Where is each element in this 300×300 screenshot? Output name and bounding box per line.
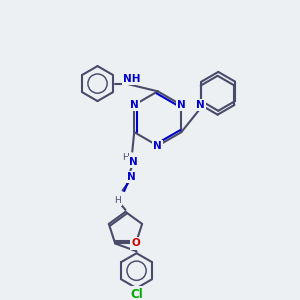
Text: H: H	[122, 153, 129, 162]
Text: O: O	[131, 238, 140, 248]
Text: N: N	[153, 141, 162, 151]
Text: H: H	[114, 196, 121, 205]
Text: N: N	[127, 172, 136, 182]
Text: N: N	[130, 100, 139, 110]
Text: N: N	[177, 100, 186, 110]
Text: N: N	[129, 157, 138, 167]
Text: N: N	[196, 100, 205, 110]
Text: NH: NH	[123, 74, 140, 84]
Text: Cl: Cl	[130, 287, 143, 300]
